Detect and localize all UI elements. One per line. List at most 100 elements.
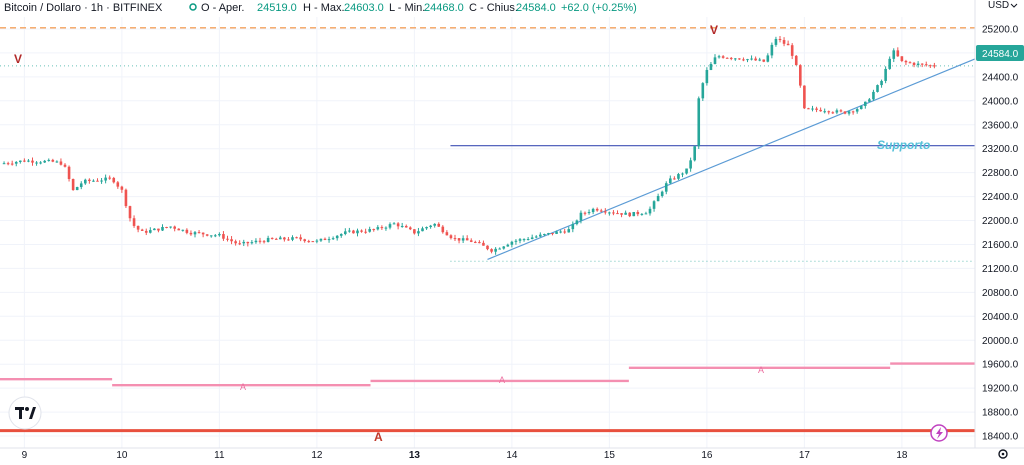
candle-body — [591, 208, 595, 213]
candle-body — [510, 241, 514, 245]
candle-body — [380, 227, 384, 229]
settings-gear-icon[interactable] — [998, 449, 1008, 459]
candle-body — [92, 180, 95, 182]
candle-body — [693, 146, 696, 161]
candle-body — [10, 163, 14, 165]
high-label: H - Max. — [303, 2, 345, 14]
candle-body — [892, 50, 896, 59]
y-tick-label: 24400.0 — [982, 72, 1019, 83]
grid — [0, 17, 975, 448]
candle-body — [47, 159, 51, 161]
a-label-bottom: A — [374, 430, 383, 444]
low-value: 24468.0 — [424, 2, 464, 14]
candle-body — [429, 225, 432, 228]
change-value: +62.0 (+0.25%) — [561, 2, 637, 14]
candle-body — [242, 241, 246, 244]
candle-body — [604, 211, 607, 213]
price-axis[interactable]: 18400.0 18800.0 19200.0 19600.0 20000.0 20400… — [982, 24, 1019, 442]
x-tick-label: 12 — [311, 450, 323, 460]
candle-body — [583, 212, 587, 214]
candle-body — [258, 240, 262, 242]
last-price-label: 24584.0 — [982, 49, 1019, 60]
candle-body — [372, 229, 376, 231]
candle-body — [506, 244, 510, 247]
candle-body — [153, 228, 156, 231]
candle-body — [181, 229, 185, 231]
candle-body — [214, 235, 217, 237]
candle-body — [766, 55, 770, 62]
candle-body — [299, 237, 302, 240]
candle-body — [526, 239, 530, 241]
candle-body — [738, 58, 741, 60]
close-value: 24584.0 — [516, 2, 556, 14]
candle-body — [669, 178, 672, 184]
candle-body — [811, 108, 814, 110]
candle-body — [461, 238, 465, 241]
candle-body — [31, 160, 34, 163]
a-label-3: A — [758, 365, 764, 375]
candle-body — [23, 160, 26, 162]
candle-body — [71, 179, 75, 191]
candle-body — [124, 189, 128, 207]
candle-body — [884, 68, 887, 81]
candle-body — [880, 80, 883, 86]
candle-body — [762, 59, 766, 62]
candle-body — [246, 241, 250, 244]
candle-body — [896, 50, 900, 57]
candle-body — [55, 161, 59, 163]
candle-body — [486, 245, 489, 250]
y-tick-label: 23600.0 — [982, 120, 1019, 131]
candle-body — [376, 227, 380, 230]
candle-body — [339, 234, 343, 236]
candle-body — [222, 234, 225, 239]
candle-body — [522, 239, 526, 241]
y-tick-label: 19600.0 — [982, 360, 1019, 371]
y-tick-label: 23200.0 — [982, 144, 1019, 155]
candle-body — [356, 230, 359, 234]
candle-body — [79, 183, 83, 188]
x-tick-label: 9 — [22, 450, 28, 460]
candle-body — [599, 210, 603, 212]
candle-body — [908, 62, 912, 64]
candle-body — [465, 238, 469, 241]
candle-body — [120, 186, 124, 190]
candle-body — [474, 241, 477, 243]
logo-badge[interactable] — [8, 396, 42, 430]
candle-body — [144, 230, 148, 233]
candle-body — [185, 229, 189, 233]
support-label: Supporto — [877, 138, 930, 152]
candle-body — [701, 83, 705, 99]
symbol-title: Bitcoin / Dollaro · 1h · BITFINEX — [4, 2, 163, 14]
candle-body — [205, 234, 209, 236]
candle-body — [409, 227, 412, 230]
candle-body — [551, 233, 554, 235]
candle-body — [632, 212, 636, 217]
time-axis[interactable]: 9 10 11 12 13 14 15 16 17 18 — [22, 450, 908, 461]
candle-body — [721, 56, 725, 58]
candle-body — [742, 59, 745, 61]
candle-body — [864, 101, 867, 106]
currency-label[interactable]: USD — [988, 0, 1009, 11]
candle-body — [799, 65, 802, 86]
y-tick-label: 18400.0 — [982, 432, 1019, 443]
candle-body — [291, 237, 294, 240]
candle-body — [254, 240, 258, 243]
candle-body — [384, 227, 388, 229]
candle-body — [904, 60, 908, 63]
tradingview-logo[interactable] — [8, 396, 42, 430]
candle-body — [445, 232, 449, 236]
v-label-top: V — [710, 23, 718, 37]
chevron-down-icon[interactable] — [1010, 3, 1018, 8]
candle-body — [770, 44, 774, 56]
candle-body — [262, 241, 266, 243]
candle-body — [843, 111, 847, 114]
candle-body — [100, 180, 103, 182]
high-value: 24603.0 — [344, 2, 384, 14]
candles — [2, 35, 936, 255]
x-tick-label: 17 — [799, 450, 811, 460]
candle-body — [916, 63, 920, 66]
candle-body — [283, 237, 286, 240]
lightning-icon — [936, 427, 943, 439]
